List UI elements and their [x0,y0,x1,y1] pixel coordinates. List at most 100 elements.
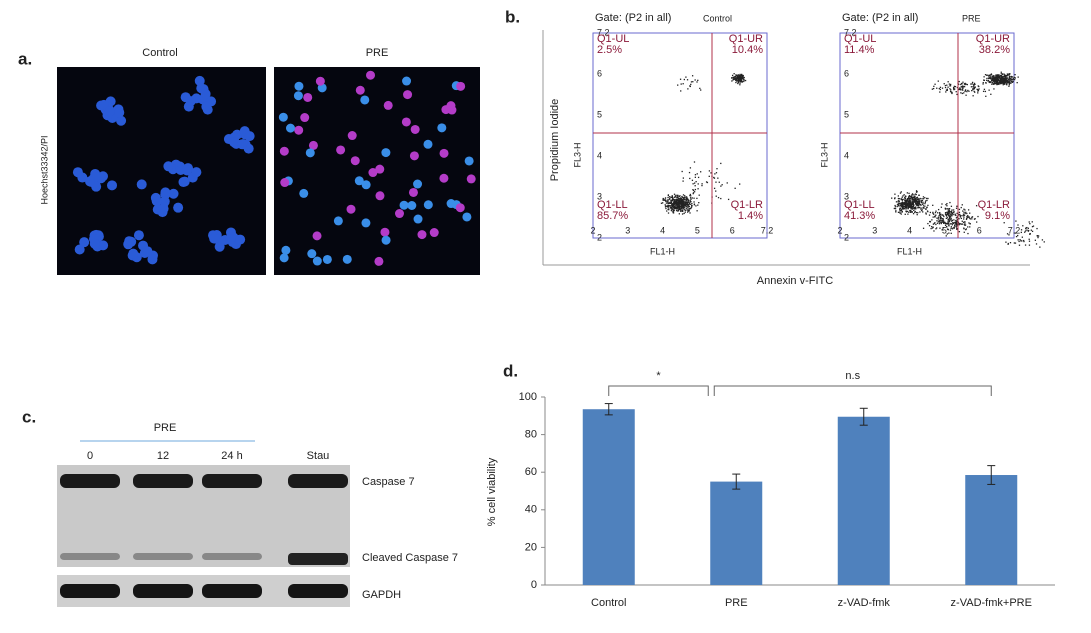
cell [191,167,202,178]
event [667,212,670,214]
event [910,205,912,207]
event [945,217,948,220]
event [1008,78,1010,80]
event [951,92,953,94]
event [684,201,686,204]
event [904,198,906,200]
event [918,204,920,206]
cell [191,93,202,104]
event [947,212,950,214]
event [717,196,720,199]
event [679,78,682,80]
event [999,83,1002,85]
event [949,223,951,225]
event [1029,223,1031,225]
event [690,203,692,205]
cell [286,123,296,133]
event [928,214,931,216]
event [933,230,935,232]
cell [194,75,205,86]
event [670,209,673,211]
event [1008,82,1010,85]
event [932,216,934,218]
event [1003,75,1005,77]
event [922,201,924,203]
event [948,217,951,219]
event [671,203,673,205]
event [1012,77,1014,80]
band-label: Cleaved Caspase 7 [362,552,458,564]
event [991,83,993,85]
event [915,191,918,193]
event [953,209,955,211]
quadrant-value: 38.2% [979,44,1010,56]
event [986,77,988,80]
event [675,207,677,210]
significance: * [656,370,661,382]
event [959,88,962,90]
event [1001,79,1003,81]
event [1006,76,1008,79]
event [1016,82,1018,84]
band [60,553,120,560]
bracket [713,385,992,396]
event [674,202,676,204]
event [682,180,684,182]
event [961,223,964,225]
event [963,83,966,85]
cell [150,192,161,203]
event [734,77,736,79]
event [675,196,677,198]
event [684,204,686,206]
error-bar [987,465,996,485]
event [739,73,741,76]
event [693,203,696,205]
event [985,82,987,84]
quadrant-name: Q1-UR [729,33,763,45]
cell [278,112,288,122]
event [683,202,685,205]
event [927,197,929,200]
cell [355,85,365,95]
y-axis-label: FL3-H [572,142,582,167]
event [697,79,699,82]
event [997,82,999,84]
event [954,224,956,226]
event [907,213,909,215]
event [912,200,914,202]
event [692,81,694,83]
event [718,181,720,183]
event [958,218,960,220]
event [905,208,907,210]
event [920,200,923,202]
event [1030,229,1032,231]
event [671,196,673,199]
event [956,216,959,218]
cell [409,151,419,161]
y-tick-label: 7.2 [844,27,857,37]
event [948,214,950,216]
event [666,205,668,207]
event [1003,81,1005,83]
event [1017,239,1019,241]
quadrant-name: Q1-UL [597,33,629,45]
event [685,199,687,202]
event [913,199,916,201]
x-tick-label: 2 [590,225,595,235]
event [697,183,699,185]
event [739,79,741,82]
event [1008,75,1011,78]
event [681,207,683,209]
event [944,208,947,210]
event [690,198,692,200]
event [1000,81,1002,83]
event [936,222,939,224]
event [919,199,921,202]
event [920,204,922,206]
event [974,83,976,86]
event [688,210,690,212]
event [1001,73,1004,75]
event [682,194,685,196]
event [1000,78,1002,80]
event [949,211,952,213]
